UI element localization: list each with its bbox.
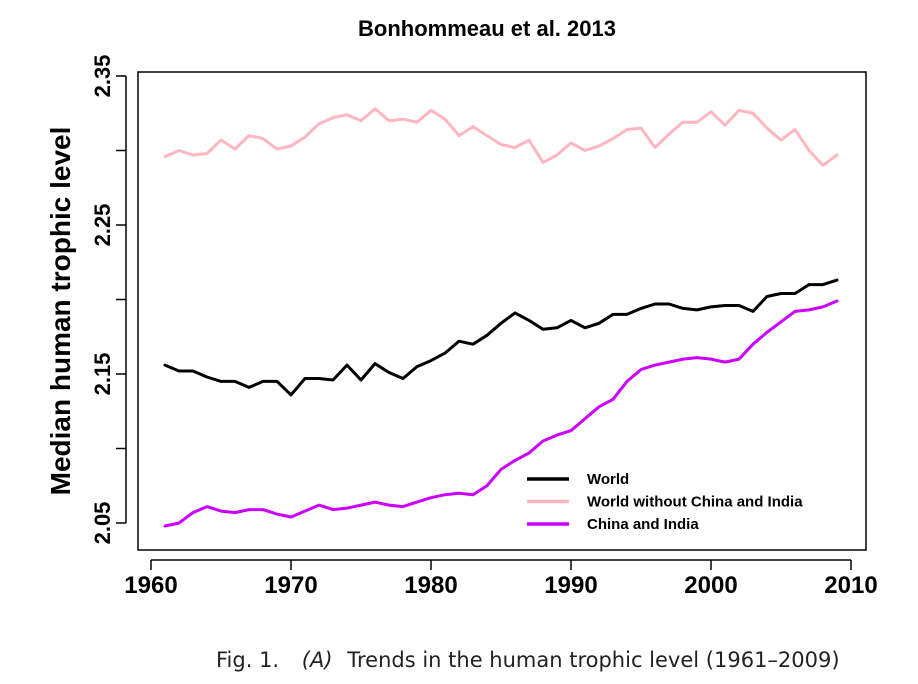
- x-tick-label: 2000: [684, 572, 737, 599]
- series-line-world: [163, 278, 839, 397]
- panel-label: (A): [302, 648, 333, 672]
- legend-label: World: [587, 471, 629, 488]
- figure-caption: Fig. 1. (A) Trends in the human trophic …: [216, 648, 840, 672]
- legend: World World without China and India China …: [527, 471, 803, 533]
- x-axis: 1960 1970 1980 1990 2000 2010: [124, 559, 878, 599]
- y-axis-label: Median human trophic level: [45, 127, 76, 496]
- series-line-world-without-china-and-india: [163, 107, 839, 167]
- y-tick-label: 2.25: [90, 204, 115, 247]
- x-tick-label: 1980: [404, 572, 457, 599]
- y-tick-label: 2.15: [90, 353, 115, 396]
- x-tick-label: 1970: [264, 572, 317, 599]
- y-tick-label: 2.05: [90, 502, 115, 545]
- plot-frame: [137, 71, 867, 551]
- chart-title: Bonhommeau et al. 2013: [358, 16, 616, 41]
- figure-label: Fig. 1.: [216, 648, 279, 672]
- series-line-china-and-india: [163, 299, 839, 528]
- legend-label: World without China and India: [587, 494, 803, 511]
- legend-label: China and India: [587, 516, 699, 533]
- x-tick-label: 1960: [124, 572, 177, 599]
- series-group: [163, 107, 839, 528]
- y-axis: 2.05 2.15 2.25 2.35: [90, 55, 127, 545]
- caption-text: Trends in the human trophic level (1961–…: [346, 648, 839, 672]
- x-tick-label: 2010: [824, 572, 877, 599]
- x-tick-label: 1990: [544, 572, 597, 599]
- y-tick-label: 2.35: [90, 55, 115, 98]
